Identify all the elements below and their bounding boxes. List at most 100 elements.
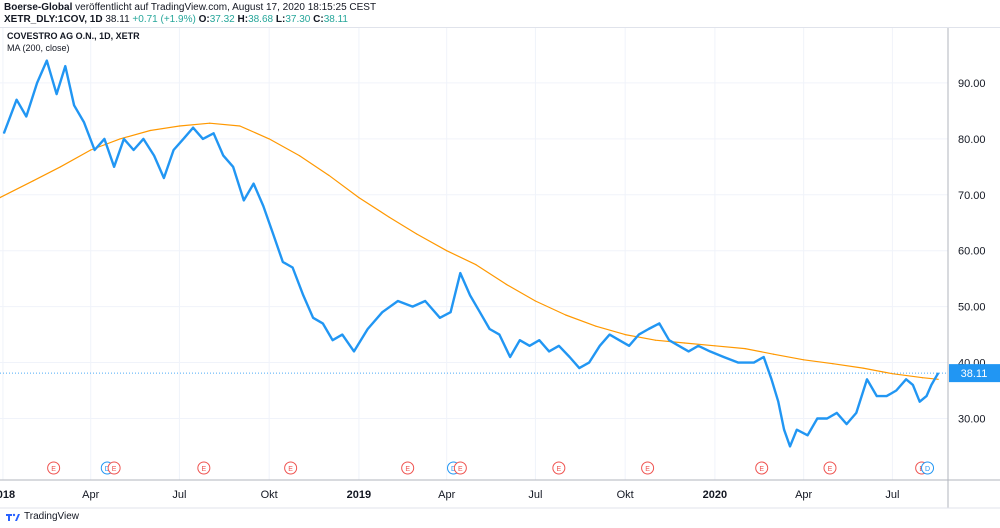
price-line-point	[163, 177, 165, 179]
price-line-point	[886, 395, 888, 397]
event-marker-label: E	[557, 466, 562, 473]
ma-line-point	[119, 138, 121, 140]
earnings-event-marker[interactable]: E	[47, 461, 61, 475]
ma-line-point	[624, 334, 626, 336]
price-change: +0.71 (+1.9%)	[132, 14, 196, 25]
price-line-point	[25, 115, 27, 118]
price-line-point	[202, 138, 204, 140]
price-line-point	[36, 82, 38, 84]
legend-ma: MA (200, close)	[7, 43, 70, 53]
earnings-event-marker[interactable]: E	[197, 461, 211, 475]
price-line[interactable]	[2, 59, 940, 448]
price-line-point	[919, 401, 921, 403]
ma-line-point	[239, 125, 241, 127]
price-line-point	[618, 339, 620, 341]
price-line-point	[292, 266, 294, 269]
price-line-point	[807, 434, 809, 436]
price-line-point	[213, 132, 215, 134]
event-marker-circle	[921, 461, 935, 475]
price-line-point	[846, 423, 848, 425]
publish-line: Boerse-Global veröffentlicht auf Trading…	[4, 2, 376, 14]
price-line-point	[709, 350, 711, 352]
y-tick-label: 90.00	[958, 78, 986, 90]
price-line-point	[777, 401, 779, 403]
price-line-point	[133, 149, 135, 151]
event-marker-label: E	[458, 466, 463, 473]
earnings-event-marker[interactable]: E	[641, 461, 655, 475]
ma-line-point	[505, 283, 507, 285]
x-tick-label: Okt	[261, 489, 278, 501]
price-line-point	[789, 445, 791, 447]
x-tick-label: Jul	[885, 489, 899, 501]
y-tick-label: 80.00	[958, 134, 986, 146]
earnings-event-marker[interactable]: E	[453, 461, 467, 475]
price-line-point	[222, 155, 224, 157]
price-line-point	[609, 334, 611, 336]
earnings-event-marker[interactable]: E	[755, 461, 769, 475]
event-marker-circle	[107, 461, 121, 475]
price-line-point	[509, 356, 511, 358]
price-line-point	[668, 339, 670, 341]
price-line-point	[450, 311, 452, 313]
price-line-point	[332, 339, 334, 341]
legend-title: COVESTRO AG O.N., 1D, XETR	[7, 31, 140, 41]
price-line-point	[353, 350, 355, 352]
event-marker-circle	[641, 461, 655, 475]
price-line-point	[262, 205, 264, 207]
earnings-event-marker[interactable]: E	[107, 461, 121, 475]
ma-line-point	[803, 359, 805, 361]
last-price-badge	[949, 364, 1000, 383]
event-marker-circle	[284, 461, 298, 475]
price-line-point	[737, 362, 739, 364]
price-chart[interactable]: EDEEEEDEEEEEED 30.0040.0050.0060.0070.00…	[0, 27, 1000, 509]
price-line-point	[56, 93, 58, 95]
price-line-point	[153, 155, 155, 157]
price-line-point	[94, 149, 96, 151]
event-marker-label: E	[828, 466, 833, 473]
price-line-point	[322, 322, 324, 324]
axes	[0, 27, 1000, 509]
event-marker-label: D	[925, 466, 930, 473]
footer-brand: TradingView	[24, 511, 80, 522]
ma-line-point	[832, 363, 834, 365]
ma-line-point	[32, 180, 34, 182]
dividend-event-marker[interactable]: D	[921, 461, 935, 475]
y-tick-label: 50.00	[958, 302, 986, 314]
open-label: O:	[198, 14, 210, 25]
last-price-badge-text: 38.11	[961, 368, 988, 380]
price-line-point	[16, 99, 18, 101]
price-line-point	[232, 166, 234, 168]
price-line-point	[3, 132, 5, 134]
event-marker-label: D	[105, 466, 110, 473]
earnings-event-marker[interactable]: E	[401, 461, 415, 475]
price-line-point	[588, 362, 590, 364]
ma-line-point	[415, 233, 418, 235]
plot-area[interactable]	[0, 59, 948, 448]
event-marker-circle	[823, 461, 837, 475]
event-marker-circle	[197, 461, 211, 475]
price-line-point	[783, 429, 785, 431]
event-marker-label: D	[451, 466, 456, 473]
high-label: H:	[237, 14, 249, 25]
earnings-event-marker[interactable]: E	[552, 461, 566, 475]
x-tick-label: Apr	[82, 489, 99, 501]
price-line-point	[895, 389, 897, 392]
ma-line-point	[178, 125, 181, 127]
ma-line-point	[149, 129, 151, 132]
earnings-event-marker[interactable]: E	[284, 461, 298, 475]
event-marker-circle	[755, 461, 769, 475]
price-line-point	[529, 345, 531, 347]
price-line-point	[548, 350, 550, 352]
price-line-point	[424, 300, 426, 302]
price-line-point	[569, 356, 571, 358]
price-line-point	[816, 417, 818, 420]
publish-info: veröffentlicht auf TradingView.com, Augu…	[75, 2, 377, 13]
price-line-point	[73, 104, 75, 106]
earnings-event-marker[interactable]: E	[823, 461, 837, 475]
x-tick-label: Apr	[438, 489, 455, 501]
ma-line-point	[59, 166, 62, 168]
last-price: 38.11	[105, 14, 130, 25]
price-line-point	[599, 345, 601, 347]
